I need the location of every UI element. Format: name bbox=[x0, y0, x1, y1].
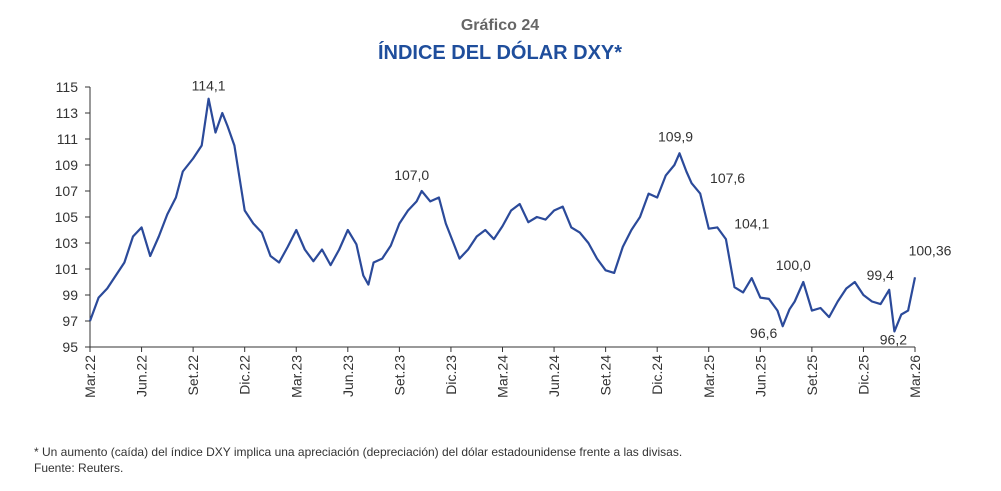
annotation: 109,9 bbox=[658, 128, 693, 144]
x-tick-label: Set.25 bbox=[804, 355, 820, 396]
x-tick-label: Set.22 bbox=[185, 355, 201, 396]
chart-title: ÍNDICE DEL DÓLAR DXY* bbox=[378, 40, 622, 64]
y-tick-label: 99 bbox=[62, 287, 78, 303]
x-tick-label: Mar.22 bbox=[82, 355, 98, 398]
x-tick-label: Mar.24 bbox=[495, 355, 511, 398]
annotation: 96,6 bbox=[750, 325, 777, 341]
chart-subtitle: Gráfico 24 bbox=[461, 17, 539, 34]
x-tick-label: Dic.25 bbox=[855, 355, 871, 395]
x-tick-label: Mar.23 bbox=[288, 355, 304, 398]
annotation: 100,0 bbox=[776, 257, 811, 273]
x-tick-label: Dic.24 bbox=[649, 355, 665, 395]
annotation: 107,0 bbox=[394, 167, 429, 183]
x-tick-label: Mar.25 bbox=[701, 355, 717, 398]
x-tick-label: Jun.25 bbox=[752, 355, 768, 397]
y-tick-label: 101 bbox=[55, 261, 79, 277]
x-tick-label: Mar.26 bbox=[907, 355, 923, 398]
y-tick-label: 113 bbox=[56, 105, 79, 121]
x-tick-label: Jun.23 bbox=[340, 355, 356, 397]
y-tick-label: 105 bbox=[55, 209, 79, 225]
line-series bbox=[88, 97, 917, 333]
annotation: 96,2 bbox=[880, 331, 907, 347]
y-tick-label: 95 bbox=[62, 339, 78, 355]
y-tick-label: 97 bbox=[62, 313, 78, 329]
y-tick-label: 115 bbox=[56, 79, 79, 95]
footnote: * Un aumento (caída) del índice DXY impl… bbox=[34, 445, 682, 459]
annotation: 99,4 bbox=[867, 267, 894, 283]
annotation: 114,1 bbox=[192, 78, 226, 94]
x-tick-label: Dic.22 bbox=[237, 355, 253, 395]
x-tick-label: Jun.24 bbox=[546, 355, 562, 397]
source: Fuente: Reuters. bbox=[34, 461, 123, 475]
y-tick-label: 111 bbox=[57, 131, 78, 147]
y-tick-label: 109 bbox=[55, 157, 79, 173]
x-tick-label: Dic.23 bbox=[443, 355, 459, 395]
x-tick-label: Set.24 bbox=[598, 355, 614, 396]
x-tick-label: Set.23 bbox=[391, 355, 407, 396]
x-tick-label: Jun.22 bbox=[134, 355, 150, 397]
annotation: 107,6 bbox=[710, 170, 745, 186]
y-tick-label: 103 bbox=[55, 235, 79, 251]
annotation: 100,36 bbox=[909, 242, 952, 258]
annotation: 104,1 bbox=[734, 216, 769, 232]
y-tick-label: 107 bbox=[55, 183, 79, 199]
